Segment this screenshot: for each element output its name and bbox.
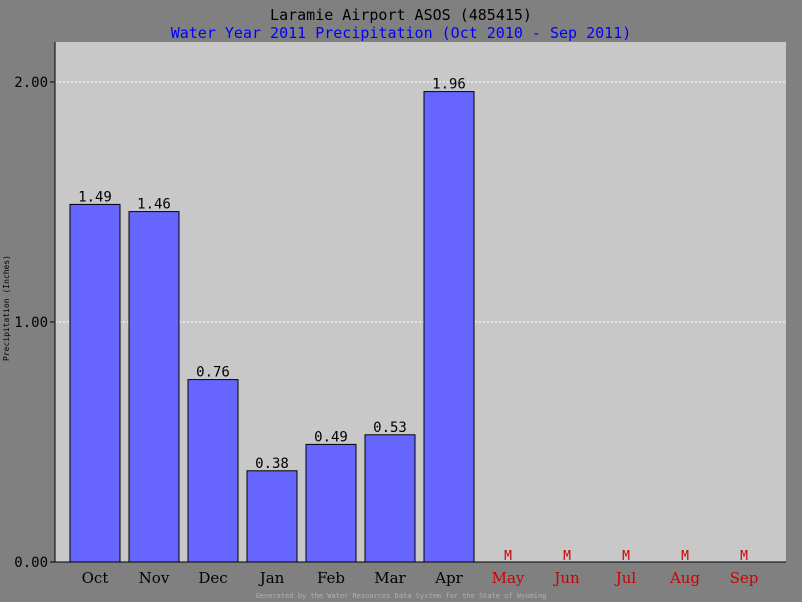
data-label-dec: 0.76 — [196, 365, 230, 381]
x-tick-label-sep: Sep — [730, 569, 759, 587]
data-label-feb: 0.49 — [314, 429, 348, 445]
y-axis-label: Precipitation (Inches) — [2, 255, 11, 361]
x-tick-label-mar: Mar — [374, 569, 406, 587]
missing-label-sep: M — [740, 549, 748, 564]
y-tick-label: 1.00 — [14, 315, 48, 331]
bar-jan — [246, 470, 298, 563]
data-label-oct: 1.49 — [78, 189, 112, 205]
data-label-nov: 1.46 — [137, 197, 171, 213]
data-label-jan: 0.38 — [255, 456, 289, 472]
x-tick-label-aug: Aug — [669, 569, 700, 587]
x-tick-label-nov: Nov — [139, 569, 170, 587]
x-tick-label-dec: Dec — [198, 569, 227, 587]
y-axis-ticks: 0.00 1.00 2.00 — [14, 75, 55, 571]
data-label-apr: 1.96 — [432, 77, 466, 93]
bar-apr — [423, 91, 475, 563]
data-label-mar: 0.53 — [373, 420, 407, 436]
data-labels: 1.49 1.46 0.76 0.38 0.49 0.53 1.96 M M M M M — [78, 77, 748, 564]
x-tick-label-apr: Apr — [434, 569, 463, 587]
x-tick-label-jun: Jun — [552, 569, 580, 587]
bar-nov — [128, 211, 180, 563]
bar-mar — [364, 434, 416, 563]
x-axis-ticks: Oct Nov Dec Jan Feb Mar Apr May Jun Jul Aug Sep — [82, 569, 759, 587]
missing-label-may: M — [504, 549, 512, 564]
bar-feb — [305, 443, 357, 563]
bar-oct — [69, 203, 121, 563]
x-tick-label-jul: Jul — [614, 569, 637, 587]
missing-label-aug: M — [681, 549, 689, 564]
x-tick-label-oct: Oct — [82, 569, 109, 587]
bar-series — [69, 91, 475, 563]
x-tick-label-feb: Feb — [317, 569, 345, 587]
bar-dec — [187, 379, 239, 563]
y-tick-label: 2.00 — [14, 75, 48, 91]
missing-label-jun: M — [563, 549, 571, 564]
y-tick-label: 0.00 — [14, 555, 48, 571]
chart-subtitle: Water Year 2011 Precipitation (Oct 2010 … — [171, 24, 632, 42]
chart-title: Laramie Airport ASOS (485415) — [270, 6, 532, 24]
missing-label-jul: M — [622, 549, 630, 564]
footer-credit: Generated by the Water Resources Data Sy… — [256, 592, 547, 600]
x-tick-label-may: May — [492, 569, 525, 587]
x-tick-label-jan: Jan — [258, 569, 285, 587]
